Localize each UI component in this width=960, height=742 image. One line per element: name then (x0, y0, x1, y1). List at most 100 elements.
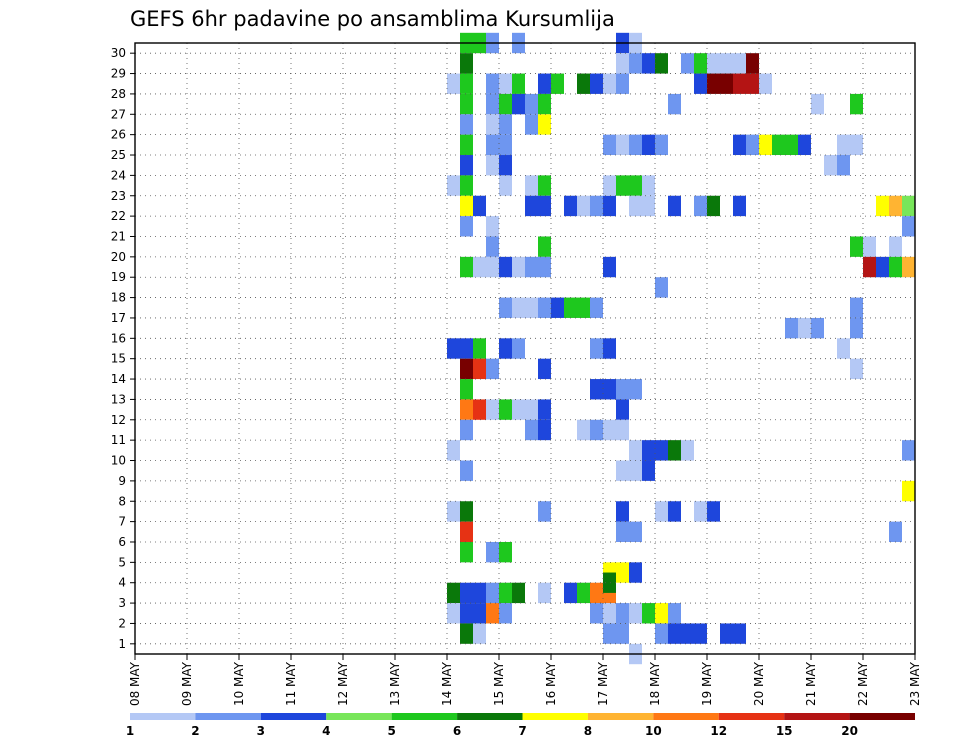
heatmap-cell (486, 541, 499, 563)
colorbar-label: 1 (126, 724, 134, 738)
heatmap-cell (538, 399, 551, 420)
heatmap-cell (668, 440, 681, 461)
y-tick-label: 10 (111, 454, 126, 468)
heatmap-cell (720, 623, 733, 644)
heatmap-cell (538, 297, 551, 318)
heatmap-cell (499, 338, 512, 359)
colorbar-swatch (587, 713, 654, 720)
heatmap-cell (694, 195, 707, 217)
y-tick-label: 1 (118, 637, 126, 651)
heatmap-cell (564, 582, 577, 604)
heatmap-cell (850, 236, 863, 257)
y-axis-ticks: 1234567891011121314151617181920212223242… (111, 46, 135, 651)
heatmap-cell (811, 93, 824, 115)
heatmap-cell (837, 134, 850, 156)
y-tick-label: 27 (111, 107, 126, 121)
heatmap-cell (486, 582, 499, 604)
heatmap-cell (590, 419, 603, 441)
heatmap-cell (460, 358, 473, 380)
heatmap-cell (603, 623, 616, 644)
heatmap-cell (525, 93, 538, 115)
heatmap-cell (642, 603, 655, 624)
heatmap-cell (577, 297, 590, 318)
y-tick-label: 7 (118, 515, 126, 529)
heatmap-cell (486, 93, 499, 115)
heatmap-cell (525, 195, 538, 217)
x-tick-label: 14 MAY (440, 661, 454, 706)
grid-lines (135, 43, 915, 654)
heatmap-cell (707, 53, 720, 74)
colorbar-swatch (718, 713, 785, 720)
heatmap-cell (772, 134, 785, 156)
heatmap-cell (603, 175, 616, 196)
heatmap-cell (499, 541, 512, 563)
heatmap-cell (798, 317, 811, 339)
heatmap-cell (590, 582, 603, 604)
heatmap-cell (616, 134, 629, 156)
heatmap-cell (824, 155, 837, 176)
heatmap-cell (538, 419, 551, 441)
heatmap-cell (616, 603, 629, 624)
heatmap-cell (512, 73, 525, 94)
heatmap-cell (655, 134, 668, 156)
heatmap-cell (655, 623, 668, 644)
x-tick-label: 16 MAY (544, 661, 558, 706)
heatmap-cell (447, 338, 460, 359)
heatmap-cell (642, 134, 655, 156)
heatmap-cell (460, 623, 473, 644)
y-tick-label: 16 (111, 331, 126, 345)
heatmap-cell (538, 582, 551, 604)
heatmap-cell (460, 582, 473, 604)
heatmap-cell (460, 379, 473, 400)
heatmap-cell (616, 623, 629, 644)
heatmap-cell (538, 73, 551, 94)
heatmap-cell (512, 399, 525, 420)
heatmap-cell (616, 419, 629, 441)
heatmap-cell (460, 175, 473, 196)
y-tick-label: 11 (111, 433, 126, 447)
heatmap-cell (538, 195, 551, 217)
heatmap-cell (499, 175, 512, 196)
x-axis-ticks: 08 MAY 09 MAY 10 MAY 11 MAY 12 MAY 13 MAY 14 M… (128, 654, 922, 706)
heatmap-cell (460, 53, 473, 74)
heatmap-cell (668, 501, 681, 522)
x-tick-label: 22 MAY (856, 661, 870, 706)
heatmap-cell (889, 195, 902, 217)
heatmap-cell (486, 73, 499, 94)
heatmap-cell (876, 256, 889, 278)
heatmap-cell (603, 73, 616, 94)
heatmap-cell (499, 73, 512, 94)
heatmap-cell (668, 623, 681, 644)
heatmap-cell (447, 582, 460, 604)
heatmap-cell (694, 623, 707, 644)
heatmap-cell (629, 521, 642, 542)
heatmap-cell (642, 195, 655, 217)
heatmap-cell (538, 236, 551, 257)
colorbar-swatch (784, 713, 850, 720)
heatmap-cell (863, 256, 876, 278)
heatmap-cell (499, 114, 512, 135)
colorbar-swatch (130, 713, 196, 720)
heatmap-cell (798, 134, 811, 156)
heatmap-cell (837, 338, 850, 359)
colorbar-label: 2 (191, 724, 199, 738)
heatmap-cell (629, 562, 642, 583)
heatmap-cell (590, 297, 603, 318)
heatmap-cell (603, 572, 616, 593)
y-tick-label: 24 (111, 168, 126, 182)
heatmap-cell (590, 195, 603, 217)
heatmap-cell (577, 73, 590, 94)
heatmap-cell (460, 155, 473, 176)
heatmap-cell (447, 501, 460, 522)
heatmap-cell (499, 134, 512, 156)
heatmap-cell (577, 195, 590, 217)
heatmap-cell (486, 216, 499, 237)
heatmap-cell (512, 582, 525, 604)
y-tick-label: 17 (111, 311, 126, 325)
y-tick-label: 15 (111, 352, 126, 366)
x-tick-label: 11 MAY (284, 661, 298, 706)
colorbar-label: 3 (257, 724, 265, 738)
heatmap-cell (733, 623, 746, 644)
heatmap-cell (603, 195, 616, 217)
colorbar-label: 7 (518, 724, 526, 738)
